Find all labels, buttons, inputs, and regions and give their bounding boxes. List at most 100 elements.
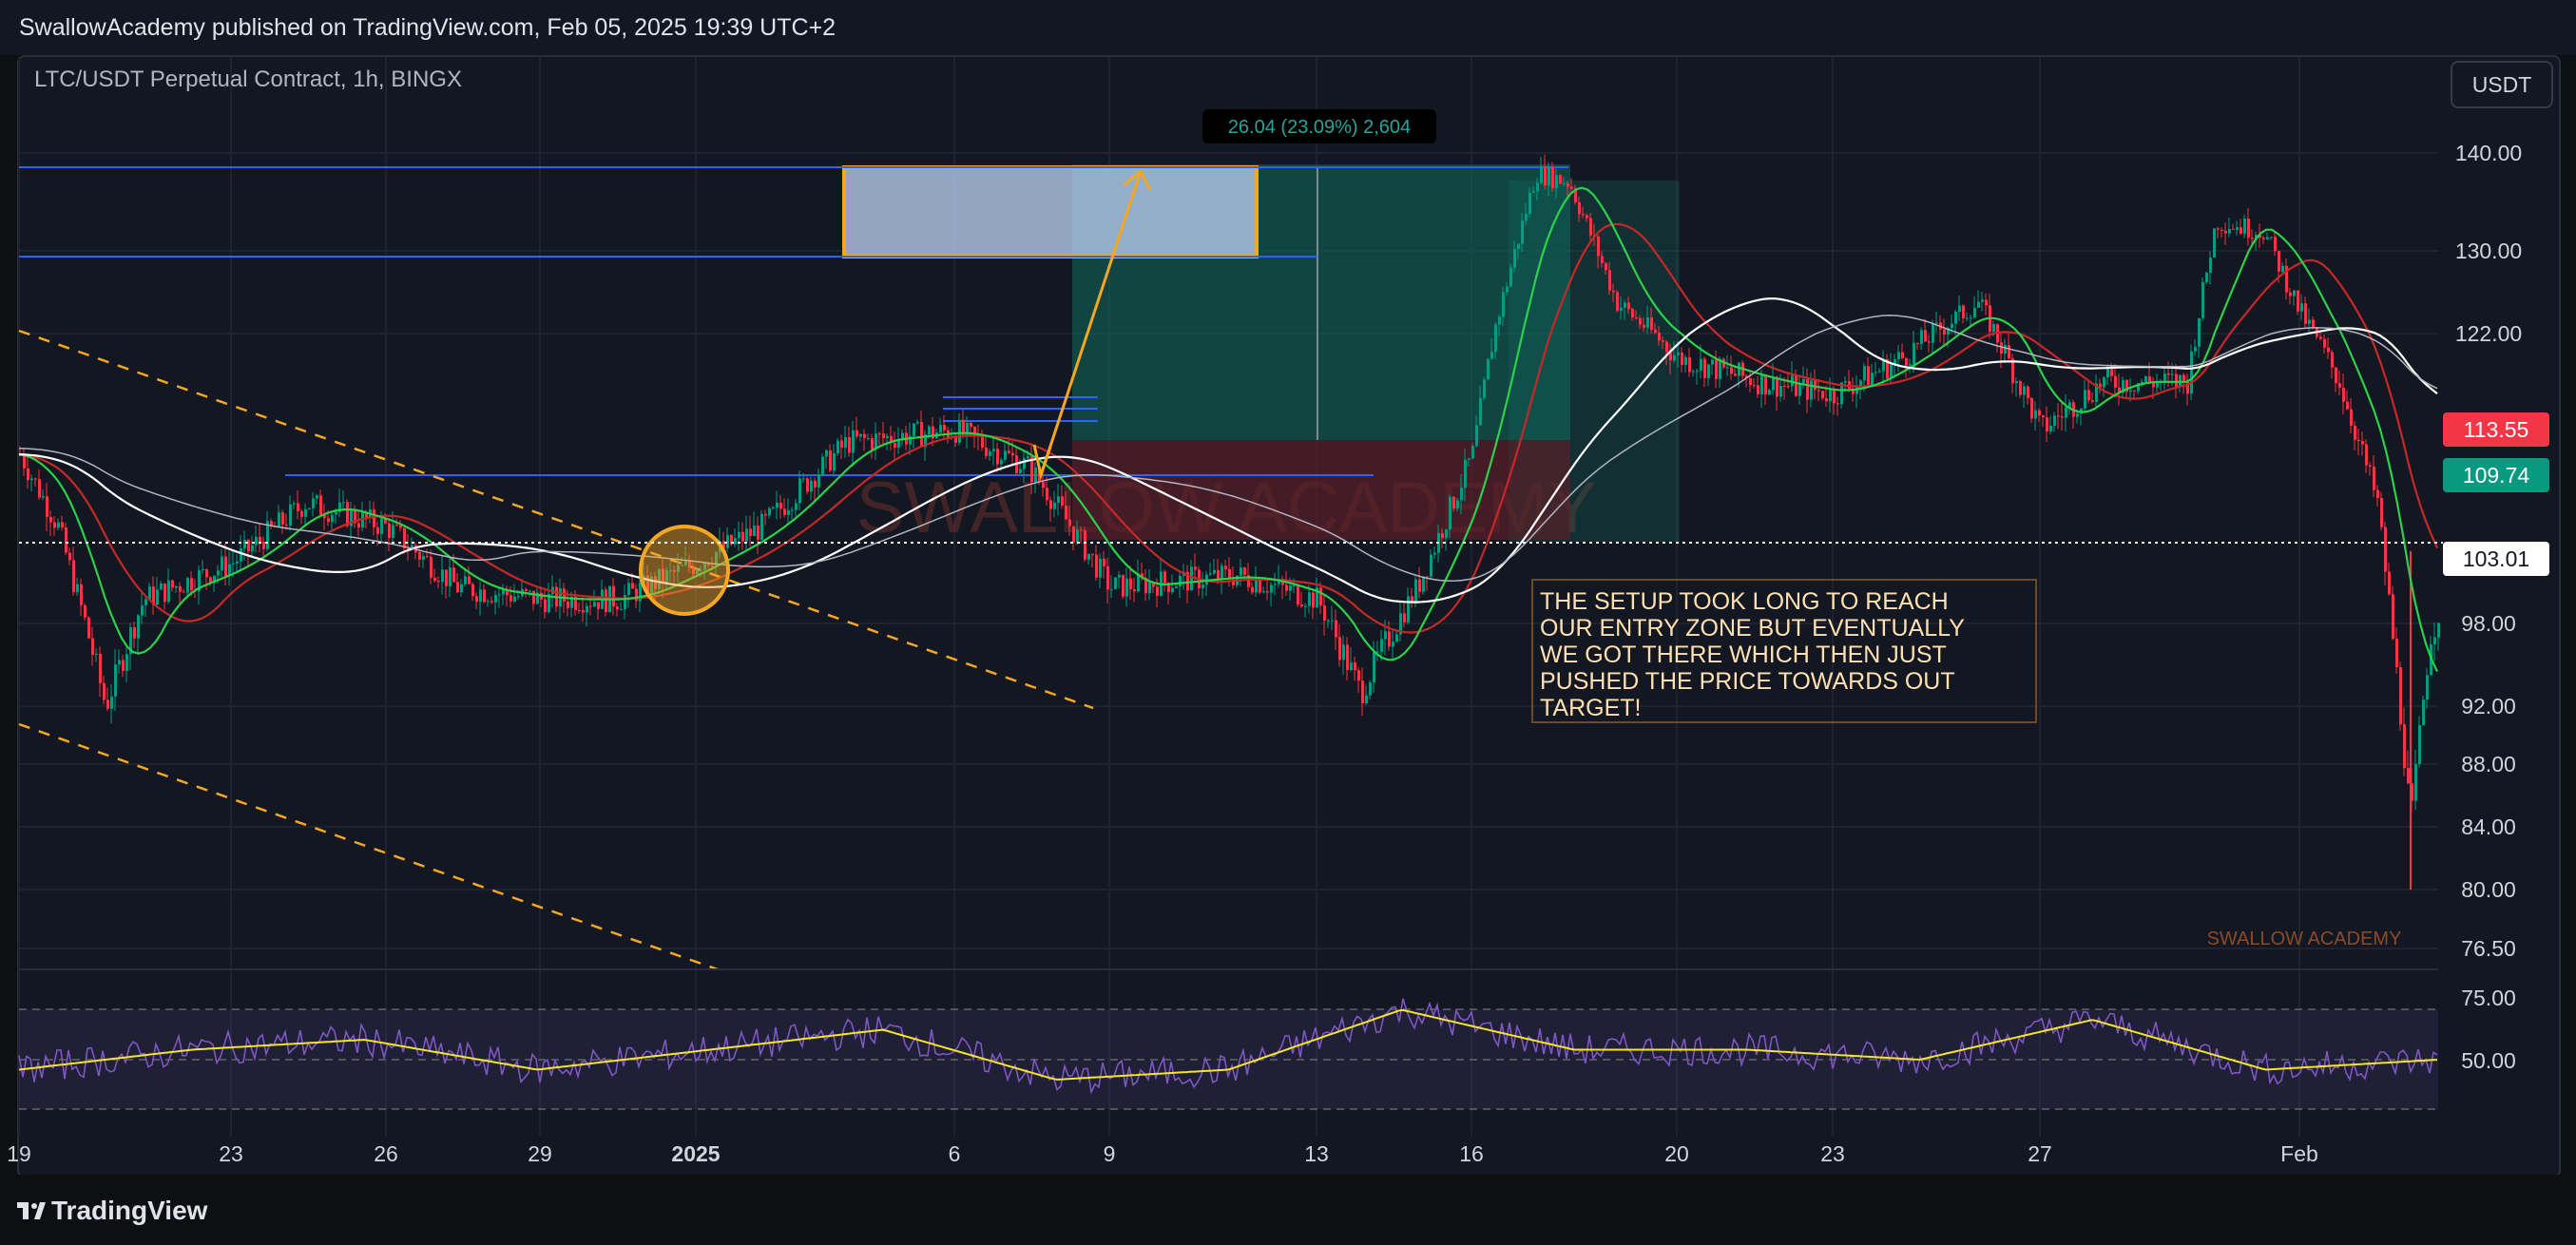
candle-body <box>1574 188 1577 202</box>
candle-body <box>2118 387 2121 393</box>
candle-body <box>198 570 201 592</box>
candle-body <box>2152 381 2155 388</box>
candle-body <box>1707 364 1710 378</box>
candle-body <box>684 561 687 565</box>
footer <box>0 1175 2576 1245</box>
candle-body <box>1555 175 1558 188</box>
candle-body <box>1700 358 1702 371</box>
candle-body <box>1840 382 1843 405</box>
candle-body <box>2061 416 2064 418</box>
time-axis-label: Feb <box>2280 1141 2318 1166</box>
candle-body <box>1738 362 1740 376</box>
candle-body <box>1616 292 1619 312</box>
candle-body <box>350 509 353 527</box>
candle-body <box>2247 219 2250 239</box>
candle-body <box>981 436 984 448</box>
candle-body <box>1658 333 1661 341</box>
candle-body <box>57 522 60 528</box>
candle-body <box>989 450 991 456</box>
target-arrow-head <box>1123 168 1152 191</box>
candle-body <box>1011 452 1014 456</box>
candle-body <box>388 523 391 539</box>
candle-body <box>2418 724 2421 765</box>
candle-body <box>1319 587 1322 606</box>
candle-body <box>1175 585 1178 588</box>
candle-body <box>1624 302 1626 308</box>
candle-body <box>1072 526 1075 543</box>
candle-body <box>2414 764 2417 801</box>
candle-body <box>300 510 303 517</box>
candle-body <box>529 590 531 592</box>
candle-body <box>859 433 862 437</box>
candle-body <box>2369 465 2372 467</box>
candle-body <box>418 552 421 560</box>
currency-button[interactable]: USDT <box>2451 61 2553 108</box>
candle-body <box>1361 680 1364 704</box>
price-tag-label: 103.01 <box>2463 546 2529 571</box>
candle-body <box>1582 214 1585 216</box>
candle-body <box>1924 330 1927 342</box>
candle-body <box>875 433 877 450</box>
candle-body <box>209 577 212 584</box>
candle-body <box>171 580 174 588</box>
candle-body <box>787 509 790 515</box>
measure-label: 26.04 (23.09%) 2,604 <box>1228 117 1411 138</box>
candle-body <box>1532 191 1535 193</box>
candle-body <box>487 601 490 603</box>
candle-body <box>2133 390 2136 392</box>
candle-body <box>1882 358 1885 372</box>
candle-body <box>2289 292 2292 297</box>
candle-body <box>1369 682 1372 696</box>
price-tag <box>2443 542 2549 576</box>
candle-body <box>1251 586 1254 593</box>
rsi-ma-line <box>18 1008 2438 1081</box>
candle-body <box>2148 375 2151 382</box>
tradingview-logo[interactable]: TradingView <box>17 1196 207 1226</box>
candle-body <box>148 586 151 600</box>
candle-body <box>61 522 64 527</box>
candle-body <box>1034 467 1037 482</box>
candle-body <box>1384 631 1387 640</box>
candle-body <box>2110 369 2113 376</box>
candle-body <box>1567 182 1569 187</box>
candle-body <box>1297 584 1299 605</box>
candle-body <box>1916 342 1919 344</box>
candle-body <box>1080 529 1083 531</box>
candle-body <box>2236 227 2239 230</box>
candle-body <box>1049 500 1052 509</box>
candle-body <box>1144 577 1147 594</box>
candle-body <box>1190 566 1193 591</box>
candle-body <box>1270 584 1273 593</box>
candle-body <box>460 584 463 593</box>
candle-body <box>1068 519 1071 527</box>
candle-body <box>544 599 547 613</box>
candle-body <box>308 508 311 509</box>
candle-body <box>141 604 144 616</box>
candle-body <box>2030 397 2033 419</box>
candle-body <box>433 577 436 582</box>
candle-body <box>1133 589 1136 592</box>
candle-body <box>650 576 653 595</box>
candle-body <box>1000 459 1003 465</box>
candle-body <box>365 511 368 519</box>
candle-body <box>1909 364 1912 366</box>
candle-body <box>1114 577 1117 589</box>
candle-body <box>449 567 452 586</box>
candle-body <box>502 588 505 595</box>
candle-body <box>1217 569 1220 581</box>
candle-body <box>1498 316 1501 325</box>
candle-body <box>2373 466 2375 490</box>
candle-body <box>2220 229 2223 231</box>
candle-body <box>1958 305 1961 312</box>
candle-body <box>266 521 269 549</box>
measure-label-bg <box>1202 109 1436 144</box>
candle-body <box>357 523 360 527</box>
candle-body <box>118 660 121 665</box>
candle-body <box>342 502 345 504</box>
candle-body <box>1551 166 1554 188</box>
candle-body <box>2293 290 2296 297</box>
candle-body <box>2350 409 2353 426</box>
candle-body <box>407 547 410 549</box>
candle-body <box>1673 354 1676 361</box>
